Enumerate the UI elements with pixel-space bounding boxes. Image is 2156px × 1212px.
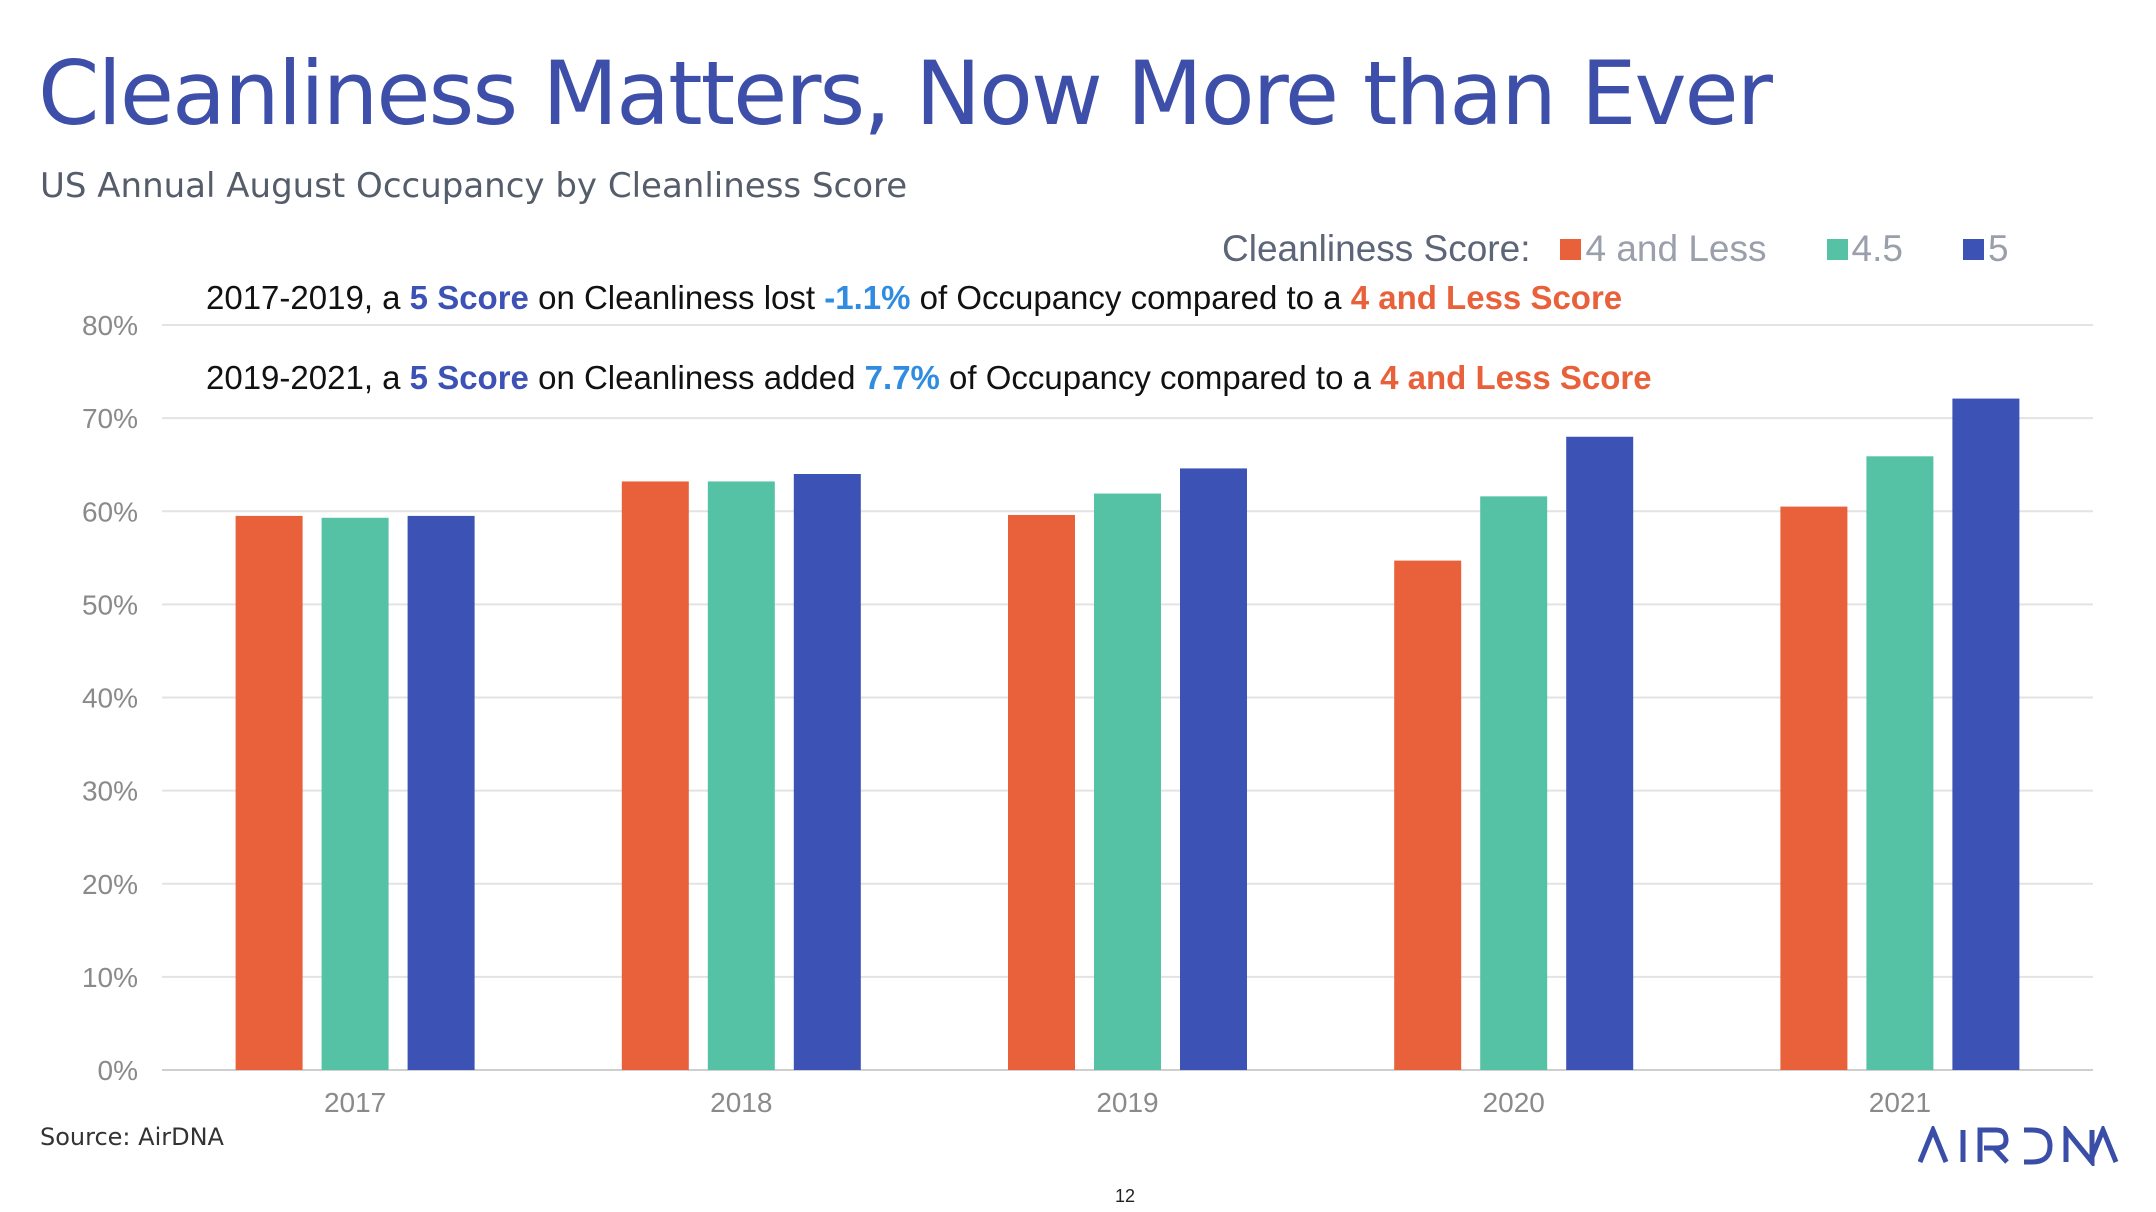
bar [321,517,389,1070]
bar-chart: 0% 10% 20% 30% 40% 50% 60% 70% 80% 2017 2018 2019 20… [82,310,2093,1118]
legend-swatch-5 [1962,238,1984,260]
bar [407,515,475,1070]
legend-swatch-4-and-less [1560,238,1582,260]
bar [1566,436,1634,1070]
annotation-prefix: 2019-2021, a [206,359,410,396]
source-note: Source: AirDNA [40,1123,224,1151]
y-tick-label: 0% [98,1055,138,1086]
x-tick-label: 2019 [1096,1087,1158,1118]
annotation-compare: 4 and Less Score [1380,359,1652,396]
bar [1008,514,1075,1070]
bar [707,481,775,1070]
legend-item-4-5: 4.5 [1826,228,1903,270]
y-tick-label: 30% [82,776,138,807]
annotation-score: 5 Score [409,279,529,316]
chart-subtitle: US Annual August Occupancy by Cleanlines… [40,166,908,206]
annotation-2017-2019: 2017-2019, a 5 Score on Cleanliness lost… [206,279,1622,317]
annotation-suffix: of Occupancy compared to a [939,359,1381,396]
x-tick-label: 2020 [1483,1087,1545,1118]
bar [1952,398,2020,1071]
annotation-2019-2021: 2019-2021, a 5 Score on Cleanliness adde… [206,359,1652,397]
bar [1780,506,1848,1070]
annotation-middle: on Cleanliness lost [528,279,825,316]
x-tick-label: 2018 [710,1087,772,1118]
y-tick-label: 40% [82,683,138,714]
legend-label-4-and-less: 4 and Less [1585,228,1767,269]
y-tick-label: 10% [82,962,138,993]
legend-item-4-and-less: 4 and Less [1560,228,1767,270]
annotation-compare: 4 and Less Score [1350,279,1623,316]
legend-label-5: 5 [1987,228,2009,269]
y-tick-label: 60% [82,496,138,527]
y-tick-label: 70% [82,403,138,434]
bar [621,481,689,1070]
annotation-value: 7.7% [864,359,940,396]
airdna-logo [1918,1126,2119,1166]
chart-legend: Cleanliness Score: 4 and Less 4.5 5 [1222,224,2009,274]
legend-label-4-5: 4.5 [1851,228,1903,269]
annotation-value: -1.1% [824,279,911,316]
x-tick-label: 2021 [1869,1087,1931,1118]
y-tick-label: 80% [82,310,138,341]
page-number: 12 [1115,1186,1136,1206]
bar [1394,560,1462,1070]
slide-title: Cleanliness Matters, Now More than Ever [38,42,1773,145]
bar [1866,456,1934,1070]
bar [1480,496,1548,1071]
annotation-middle: on Cleanliness added [528,359,865,396]
y-tick-label: 20% [82,869,138,900]
legend-item-5: 5 [1962,228,2009,270]
bar [1180,468,1247,1071]
bar [793,474,861,1070]
y-tick-label: 50% [82,589,138,620]
annotation-score: 5 Score [409,359,529,396]
legend-swatch-4-5 [1826,238,1848,260]
annotation-prefix: 2017-2019, a [206,279,410,316]
annotation-suffix: of Occupancy compared to a [910,279,1351,316]
legend-title: Cleanliness Score: [1222,228,1531,269]
bar [235,515,303,1070]
x-tick-label: 2017 [324,1087,386,1118]
bar [1094,493,1161,1070]
